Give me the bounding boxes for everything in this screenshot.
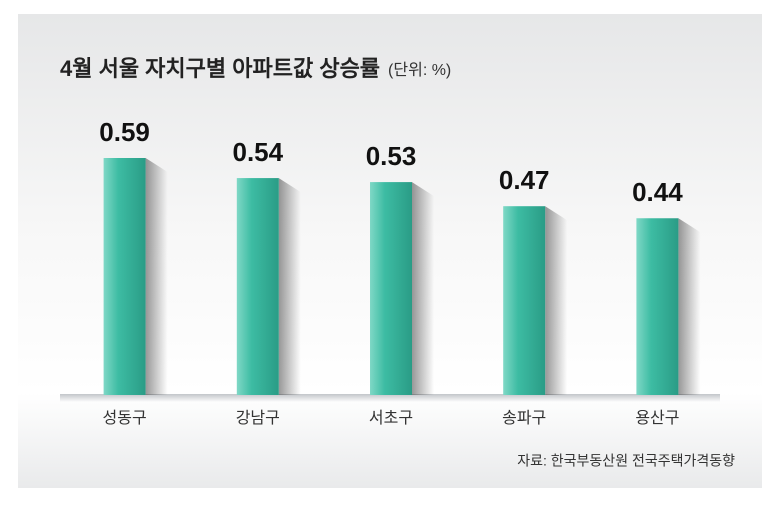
- floor-shadow: [60, 394, 720, 402]
- x-tick-label: 강남구: [236, 409, 280, 427]
- data-label: 0.54: [232, 137, 283, 167]
- bar-shadow: [545, 206, 568, 395]
- data-label: 0.47: [499, 165, 550, 195]
- source-note: 자료: 한국부동산원 전국주택가격동향: [517, 453, 735, 469]
- bar: [503, 206, 546, 395]
- bar-shadow: [145, 158, 168, 395]
- data-label: 0.59: [99, 117, 150, 147]
- chart-title: 4월 서울 자치구별 아파트값 상승률: [60, 56, 380, 81]
- bar: [103, 158, 146, 395]
- x-tick-label: 성동구: [103, 409, 147, 427]
- x-tick-label: 송파구: [502, 409, 546, 427]
- bar: [370, 182, 412, 395]
- chart-subtitle: (단위: %): [388, 61, 451, 79]
- data-label: 0.53: [366, 141, 417, 171]
- x-tick-label: 용산구: [635, 409, 679, 427]
- bar-shadow: [412, 182, 434, 395]
- data-label: 0.44: [632, 177, 683, 207]
- bar: [636, 218, 679, 395]
- bar-shadow: [278, 178, 301, 395]
- bar: [236, 178, 279, 395]
- x-tick-label: 서초구: [369, 409, 413, 427]
- bar-shadow: [678, 218, 701, 395]
